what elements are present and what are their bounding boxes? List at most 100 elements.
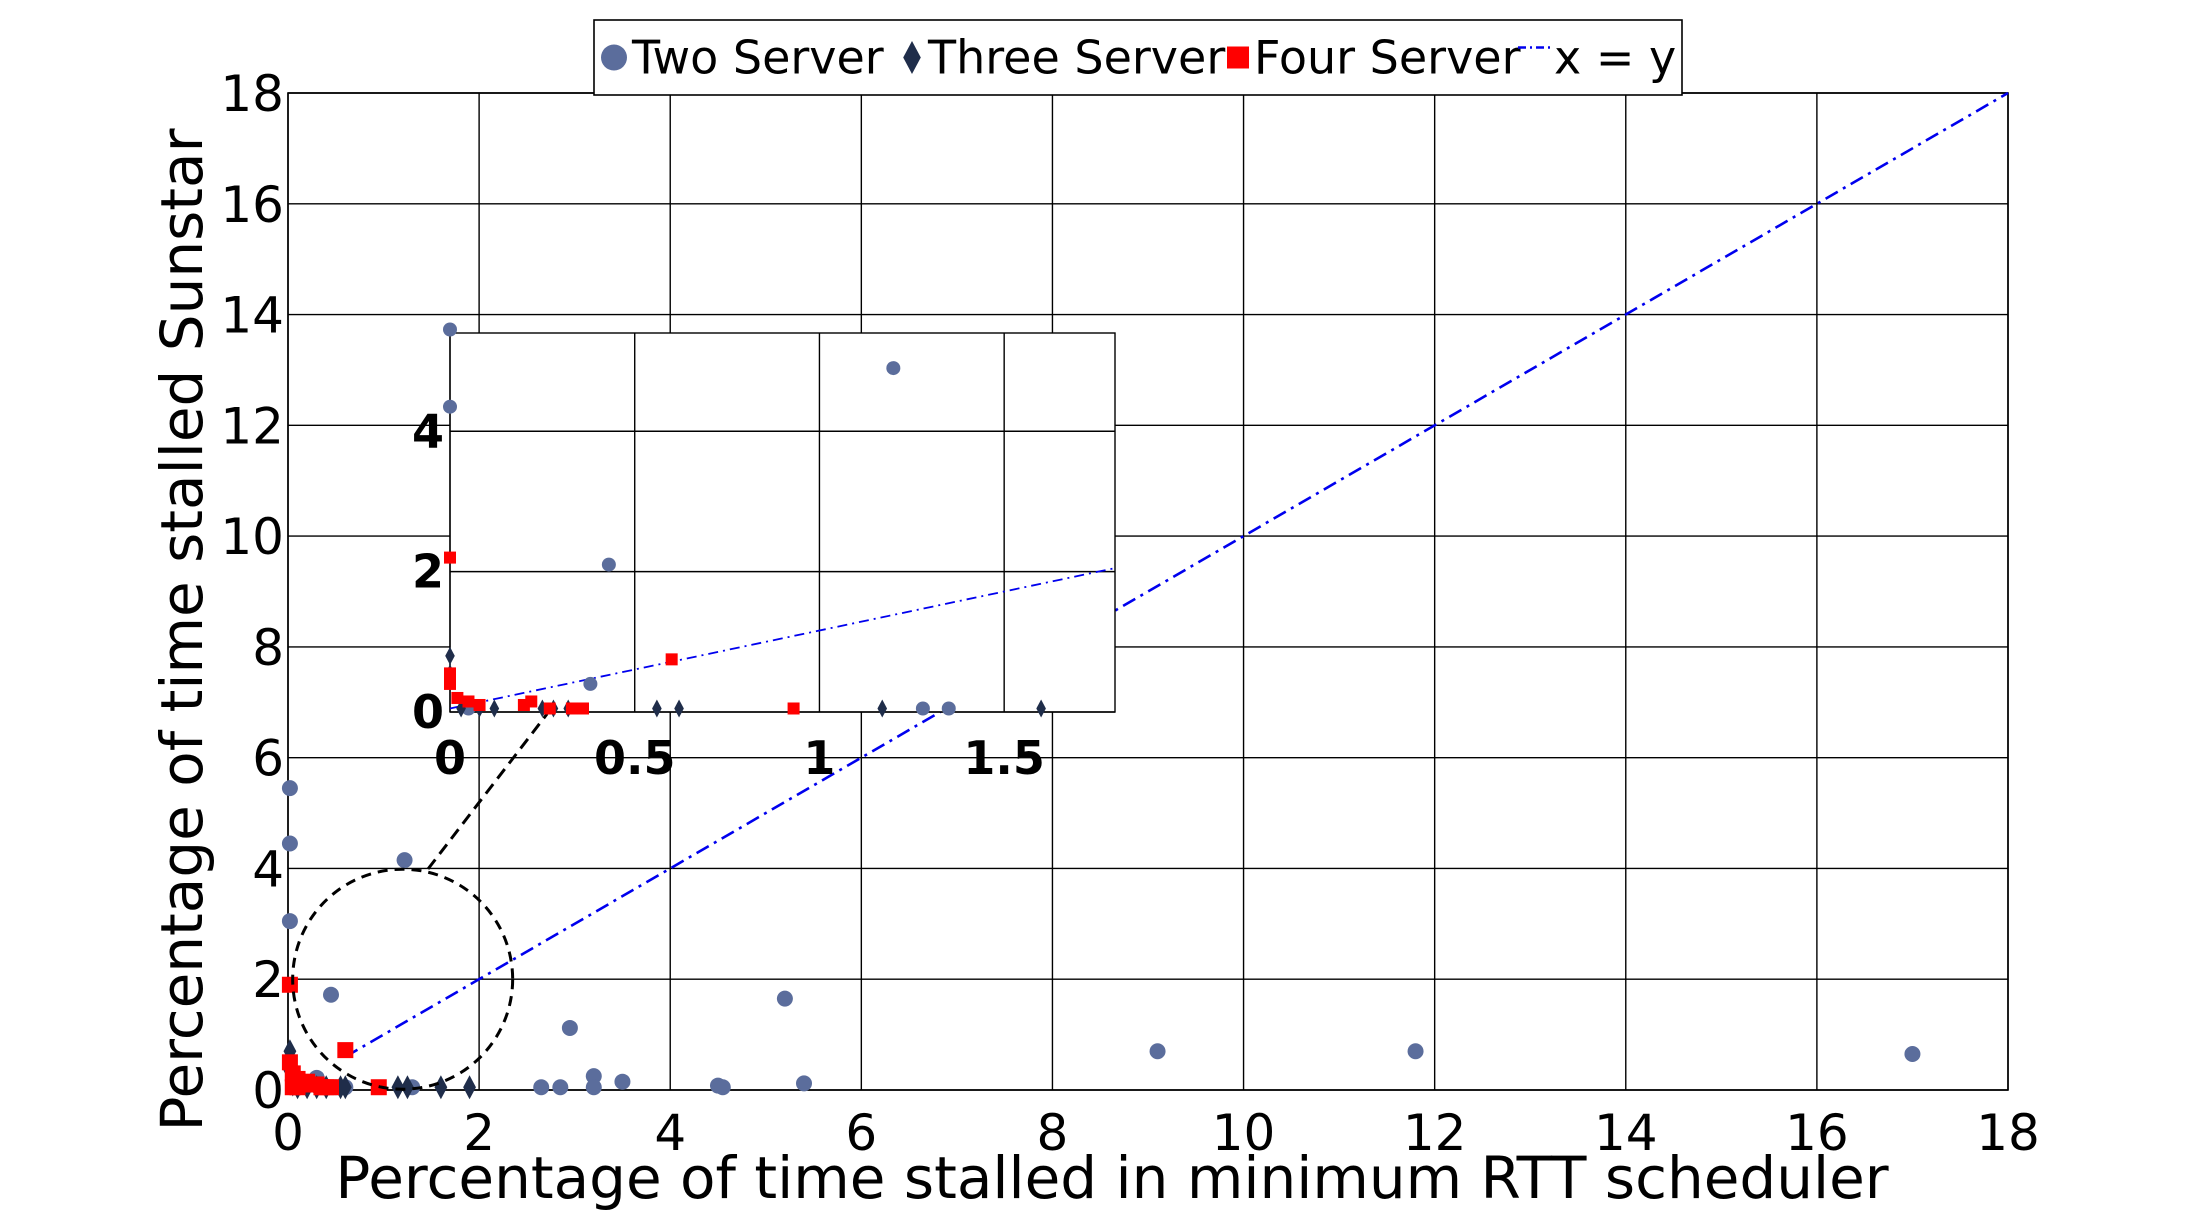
x-tick-label: 10 — [1212, 1104, 1276, 1162]
legend-label: Two Server — [631, 31, 884, 85]
x-axis-ticks: 0 2 4 6 8 10 12 14 16 18 — [272, 1104, 2040, 1162]
point-square — [281, 976, 298, 993]
inset-point-square — [444, 667, 456, 680]
inset-point-square — [665, 653, 678, 666]
inset-x-tick-label: 0 — [434, 731, 466, 785]
inset-x-tick-label: 1.5 — [963, 731, 1045, 785]
inset-identity-line — [449, 567, 1116, 710]
legend-swatch-diamond — [903, 41, 921, 74]
inset-point-diamond — [674, 699, 684, 718]
y-tick-label: 18 — [220, 65, 284, 123]
y-tick-label: 6 — [252, 730, 284, 788]
point-circle — [561, 1019, 578, 1036]
point-square — [337, 1042, 354, 1059]
point-circle — [281, 913, 298, 930]
x-tick-label: 16 — [1785, 1104, 1849, 1162]
inset-y-tick-label: 0 — [412, 685, 444, 739]
zoom-circle — [291, 867, 515, 1091]
inset-point-square — [451, 691, 464, 704]
y-tick-label: 8 — [252, 619, 284, 677]
y-tick-label: 16 — [220, 176, 284, 234]
x-tick-label: 4 — [654, 1104, 686, 1162]
inset-point-square — [462, 695, 475, 708]
legend-box — [593, 19, 1683, 96]
identity-line — [344, 91, 2009, 1058]
x-tick-label: 12 — [1403, 1104, 1467, 1162]
point-circle — [1904, 1045, 1921, 1062]
point-circle — [614, 1073, 631, 1090]
y-axis-label: Percentage of time stalled Sunstar — [148, 128, 216, 1131]
inset-y-tick-label: 2 — [412, 545, 444, 599]
point-circle — [585, 1068, 602, 1085]
inset-point-square — [525, 695, 538, 708]
inset-x-tick-label: 0.5 — [594, 731, 676, 785]
inset-point-square — [444, 551, 456, 564]
inset-point-circle — [915, 701, 930, 716]
point-circle — [533, 1079, 550, 1096]
point-diamond — [338, 1075, 352, 1100]
inset-point-circle — [941, 701, 956, 716]
point-circle — [323, 986, 339, 1003]
y-tick-label: 14 — [220, 287, 284, 345]
inset-point-diamond — [445, 646, 455, 665]
y-tick-label: 10 — [220, 508, 284, 566]
point-circle — [714, 1079, 731, 1096]
legend-swatch-square — [1227, 46, 1249, 69]
point-circle — [585, 1079, 602, 1096]
point-circle — [796, 1075, 812, 1092]
inset-point-circle — [443, 399, 457, 414]
x-axis-label: Percentage of time stalled in minimum RT… — [335, 1144, 1888, 1212]
legend-swatch-circle — [601, 44, 627, 71]
inset-point-square — [473, 698, 486, 711]
point-diamond — [401, 1075, 414, 1100]
point-diamond — [463, 1075, 476, 1100]
inset-point-square — [444, 677, 456, 690]
point-circle — [281, 835, 298, 852]
inset-point-diamond — [877, 699, 888, 718]
point-circle — [1149, 1043, 1166, 1060]
data-points — [281, 780, 1921, 1100]
x-tick-label: 2 — [463, 1104, 495, 1162]
x-tick-label: 6 — [845, 1104, 877, 1162]
y-tick-label: 4 — [252, 840, 284, 898]
point-circle — [552, 1079, 569, 1096]
inset-frame — [449, 332, 1116, 713]
inset-y-tick-label: 4 — [412, 404, 444, 458]
x-tick-label: 0 — [272, 1104, 304, 1162]
point-diamond — [434, 1075, 448, 1100]
inset-point-circle — [886, 361, 901, 376]
inset-chart: 0 0.5 1 1.5 0 2 4 — [412, 322, 1116, 785]
inset-point-circle — [443, 322, 457, 337]
y-tick-label: 0 — [252, 1062, 284, 1120]
inset-point-diamond — [1036, 699, 1046, 718]
point-circle — [396, 852, 413, 869]
legend: Two Server Three Server Four Server x = y — [593, 19, 1683, 96]
legend-label: Three Server — [927, 31, 1225, 85]
legend-label: Four Server — [1254, 31, 1521, 85]
point-circle — [1407, 1043, 1424, 1060]
inset-point-square — [787, 702, 800, 715]
inset-point-square — [565, 702, 578, 715]
inset-point-diamond — [652, 699, 662, 718]
point-diamond — [391, 1075, 405, 1100]
inset-point-square — [577, 702, 589, 715]
inset-point-circle — [601, 557, 616, 572]
legend-label: x = y — [1554, 31, 1676, 85]
zoom-connector — [426, 713, 549, 870]
y-tick-label: 12 — [220, 397, 284, 455]
inset-x-tick-label: 1 — [803, 731, 835, 785]
point-square — [323, 1079, 339, 1096]
point-circle — [776, 990, 793, 1007]
y-tick-label: 2 — [252, 951, 284, 1009]
inset-point-square — [543, 702, 556, 715]
identity-line-segment — [344, 91, 2009, 1058]
point-circle — [281, 780, 298, 797]
x-tick-label: 18 — [1976, 1104, 2040, 1162]
inset-point-diamond — [489, 699, 500, 718]
point-square — [289, 1079, 306, 1096]
inset-point-circle — [583, 676, 598, 691]
y-axis-ticks: 0 2 4 6 8 10 12 14 16 18 — [220, 65, 284, 1120]
x-tick-label: 8 — [1037, 1104, 1069, 1162]
x-tick-label: 14 — [1594, 1104, 1658, 1162]
